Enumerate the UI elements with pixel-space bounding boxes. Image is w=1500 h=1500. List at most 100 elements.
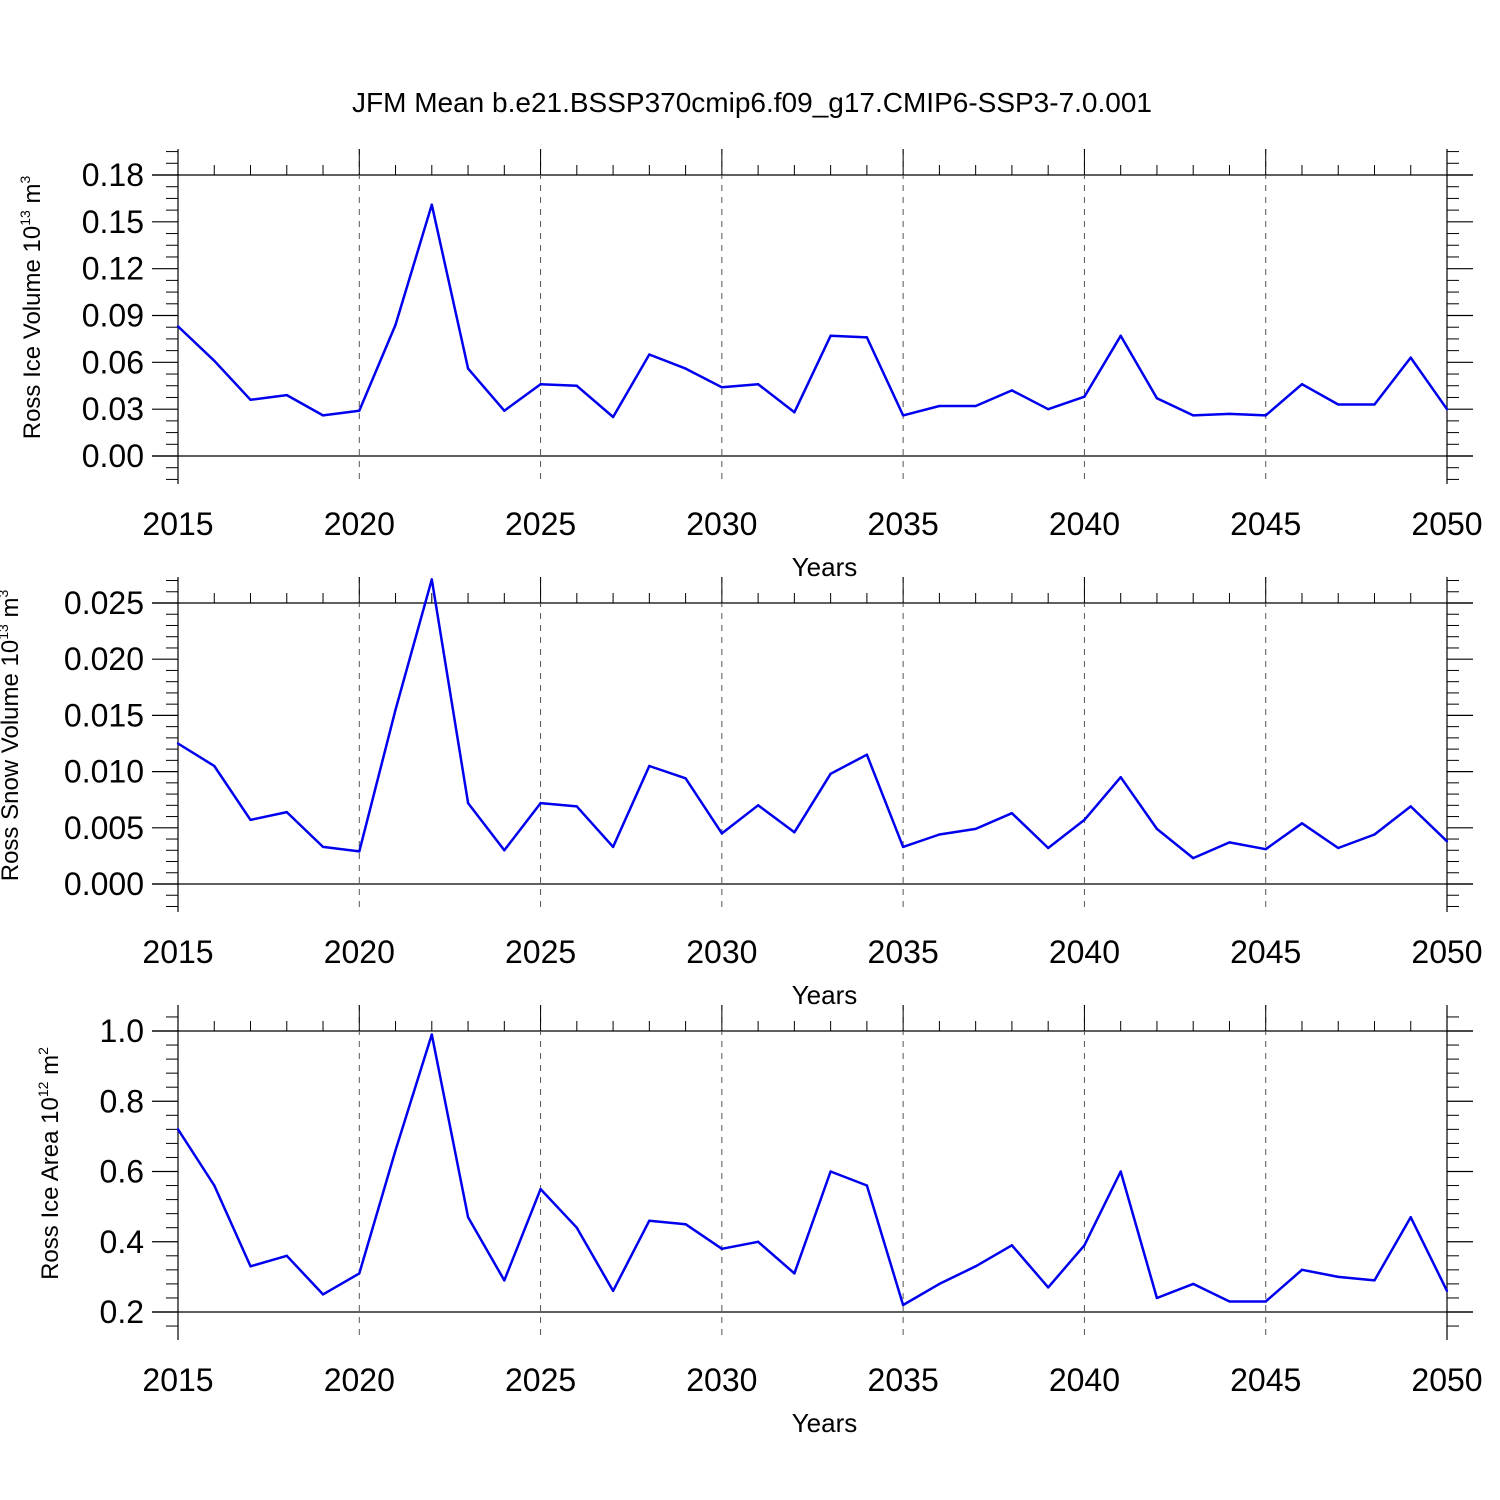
x-tick-label-2015: 2015 <box>142 506 213 542</box>
data-point-2026 <box>575 1226 579 1229</box>
data-point-2027 <box>611 845 615 849</box>
data-point-2015 <box>176 325 180 328</box>
x-tick-label-2030: 2030 <box>686 506 757 542</box>
data-point-2028 <box>648 353 651 356</box>
data-point-2037 <box>974 404 977 408</box>
data-point-2049 <box>1409 1215 1412 1219</box>
data-point-2045 <box>1264 847 1267 851</box>
y-tick-label: 0.15 <box>82 204 144 240</box>
data-point-2020 <box>358 409 361 412</box>
data-point-2041 <box>1119 334 1122 337</box>
data-point-2035 <box>901 1303 905 1307</box>
y-tick-label: 0.09 <box>82 298 144 334</box>
y-axis-title: Ross Ice Area 1012 m2 <box>35 1047 64 1280</box>
x-tick-label-2050: 2050 <box>1411 506 1482 542</box>
data-point-2041 <box>1119 776 1122 779</box>
data-point-2022 <box>430 1033 433 1036</box>
data-point-2030 <box>720 386 724 389</box>
data-point-2033 <box>829 1170 832 1173</box>
data-point-2037 <box>974 827 977 831</box>
data-point-2016 <box>213 359 216 362</box>
x-tick-label-2025: 2025 <box>505 506 576 542</box>
y-tick-label: 0.025 <box>64 585 144 621</box>
data-point-2043 <box>1192 1282 1195 1286</box>
data-point-2030 <box>720 1247 724 1250</box>
data-point-2050 <box>1445 840 1449 843</box>
data-point-2030 <box>720 832 724 835</box>
data-point-2032 <box>793 1272 796 1275</box>
x-tick-label-2015: 2015 <box>142 1362 213 1398</box>
y-axis-title-superscript: 12 <box>35 1081 51 1097</box>
data-point-2031 <box>756 804 760 807</box>
data-point-2025 <box>539 382 542 386</box>
data-point-2045 <box>1264 1300 1267 1303</box>
y-axis-title-part: Ross Ice Volume 10 <box>19 226 46 439</box>
x-tick-label-2020: 2020 <box>324 1362 395 1398</box>
y-tick-label: 0.015 <box>64 697 144 733</box>
data-point-2042 <box>1155 827 1159 831</box>
x-tick-label-2015: 2015 <box>142 934 213 970</box>
data-point-2048 <box>1373 833 1376 836</box>
x-tick-label-2050: 2050 <box>1411 1362 1482 1398</box>
data-point-2034 <box>865 336 869 339</box>
data-point-2039 <box>1046 1286 1050 1289</box>
y-axis-title-part: m <box>19 184 46 211</box>
data-point-2047 <box>1337 1275 1340 1279</box>
y-tick-label: 0.18 <box>82 157 144 193</box>
x-tick-label-2020: 2020 <box>324 506 395 542</box>
data-point-2049 <box>1409 356 1412 359</box>
data-point-2040 <box>1083 818 1086 822</box>
data-point-2015 <box>176 742 180 745</box>
y-tick-label: 0.6 <box>100 1154 144 1190</box>
data-point-2027 <box>611 415 615 419</box>
data-point-2018 <box>285 393 288 397</box>
data-point-2050 <box>1445 1289 1449 1293</box>
data-point-2016 <box>213 1184 216 1187</box>
data-point-2047 <box>1337 403 1340 406</box>
data-point-2023 <box>466 801 470 805</box>
x-tick-label-2040: 2040 <box>1049 934 1120 970</box>
data-point-2042 <box>1155 397 1159 400</box>
data-point-2033 <box>829 772 832 776</box>
y-axis-title-superscript: 3 <box>0 590 11 598</box>
data-point-2039 <box>1046 846 1050 850</box>
y-axis-title-superscript: 2 <box>35 1047 51 1055</box>
data-point-2045 <box>1264 414 1267 417</box>
y-tick-label: 0.005 <box>64 810 144 846</box>
data-point-2042 <box>1155 1296 1159 1300</box>
data-point-2046 <box>1300 382 1304 386</box>
data-point-2025 <box>539 1187 542 1191</box>
data-point-2019 <box>321 414 325 417</box>
data-point-2029 <box>684 777 687 780</box>
y-tick-label: 0.8 <box>100 1083 144 1119</box>
data-point-2032 <box>793 831 796 834</box>
data-point-2024 <box>503 849 506 852</box>
data-point-2029 <box>684 367 687 370</box>
series-line <box>176 1033 1449 1307</box>
data-point-2025 <box>539 801 542 805</box>
data-point-2031 <box>756 1240 760 1243</box>
data-point-2026 <box>575 805 579 808</box>
x-tick-label-2045: 2045 <box>1230 506 1301 542</box>
x-tick-label-2025: 2025 <box>505 934 576 970</box>
x-axis-title: Years <box>792 980 858 1010</box>
data-point-2040 <box>1083 1244 1086 1247</box>
data-point-2023 <box>466 1215 470 1219</box>
data-point-2033 <box>829 334 832 337</box>
data-point-2026 <box>575 384 579 387</box>
y-tick-label: 0.020 <box>64 641 144 677</box>
data-point-2021 <box>394 1149 397 1152</box>
x-tick-label-2040: 2040 <box>1049 1362 1120 1398</box>
data-point-2049 <box>1409 805 1412 808</box>
data-point-2034 <box>865 753 869 756</box>
data-point-2048 <box>1373 403 1376 406</box>
y-axis-title: Ross Snow Volume 1013 m3 <box>0 590 24 882</box>
y-tick-label: 0.00 <box>82 438 144 474</box>
panels: 0.00 0.03 0.06 0.09 0.12 0.15 0.18 2015 2020 2025… <box>0 149 1483 1438</box>
x-tick-label-2030: 2030 <box>686 1362 757 1398</box>
data-point-2037 <box>974 1265 977 1268</box>
data-point-2016 <box>213 764 216 768</box>
x-tick-label-2050: 2050 <box>1411 934 1482 970</box>
y-tick-label: 0.4 <box>100 1224 144 1260</box>
